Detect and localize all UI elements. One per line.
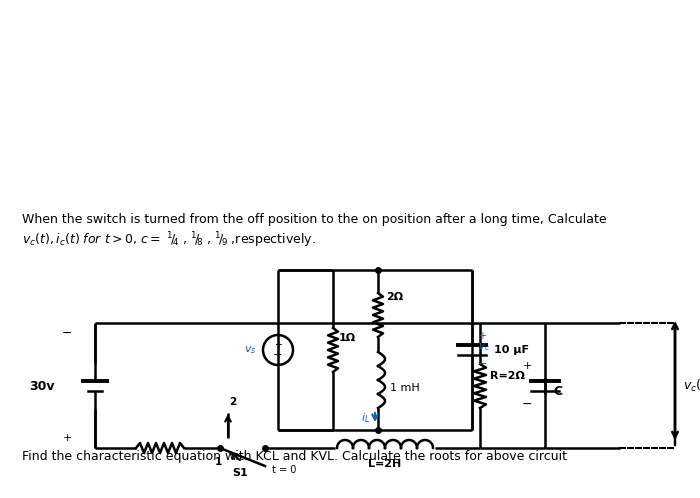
Text: +: +	[274, 340, 282, 350]
Text: $v_c(t)$: $v_c(t)$	[683, 378, 700, 394]
Text: 30v: 30v	[29, 379, 55, 392]
Text: −: −	[273, 350, 283, 360]
Text: −: −	[478, 359, 487, 369]
Text: 2: 2	[230, 397, 237, 407]
Text: $v_c(t), i_c(t)$ $for\ t > 0$, $c = $ $^1\!/\!_4$ , $^1\!/\!_8$ , $^1\!/\!_9$ ,r: $v_c(t), i_c(t)$ $for\ t > 0$, $c = $ $^…	[22, 230, 316, 249]
Text: +: +	[62, 433, 71, 443]
Text: S1: S1	[232, 468, 248, 478]
Text: 1: 1	[214, 457, 222, 467]
Text: L=2H: L=2H	[368, 459, 402, 469]
Text: $i_L$: $i_L$	[361, 411, 370, 425]
Text: C: C	[553, 384, 562, 397]
Text: When the switch is turned from the off position to the on position after a long : When the switch is turned from the off p…	[22, 213, 607, 226]
Text: −: −	[522, 397, 532, 410]
Text: 1 mH: 1 mH	[390, 383, 420, 393]
Text: $v_c$: $v_c$	[478, 341, 490, 353]
Text: 2Ω: 2Ω	[386, 292, 403, 302]
Text: $v_s$: $v_s$	[244, 344, 256, 356]
Text: +: +	[522, 361, 532, 371]
Text: 1Ω: 1Ω	[339, 333, 356, 343]
Text: R=2Ω: R=2Ω	[490, 371, 525, 381]
Text: 10 μF: 10 μF	[494, 345, 529, 355]
Text: Find the characteristic equation with KCL and KVL. Calculate the roots for above: Find the characteristic equation with KC…	[22, 450, 567, 463]
Text: t = 0: t = 0	[272, 465, 296, 475]
Text: +: +	[478, 331, 486, 341]
Text: −: −	[62, 327, 72, 340]
